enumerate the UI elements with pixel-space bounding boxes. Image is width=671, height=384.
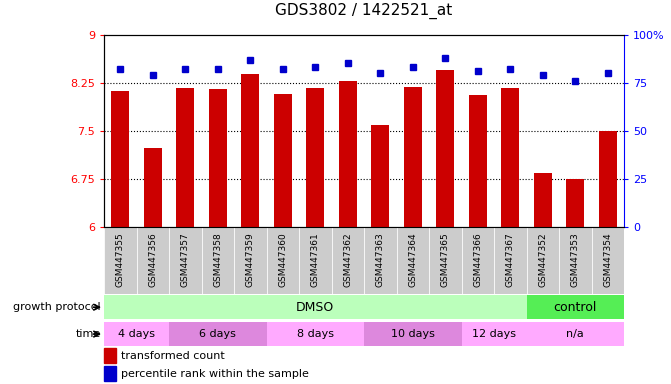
Bar	[397, 227, 429, 294]
Text: n/a: n/a	[566, 329, 584, 339]
Bar	[144, 149, 162, 227]
Text: GSM447362: GSM447362	[344, 232, 352, 286]
Bar	[266, 322, 364, 346]
Bar	[234, 227, 266, 294]
Bar	[404, 87, 421, 227]
Bar	[494, 227, 527, 294]
Bar	[592, 227, 624, 294]
Text: control: control	[554, 301, 597, 314]
Bar	[469, 95, 486, 227]
Text: GSM447361: GSM447361	[311, 232, 320, 287]
Text: GSM447359: GSM447359	[246, 232, 255, 287]
Bar	[111, 91, 130, 227]
Bar	[169, 227, 201, 294]
Bar	[201, 227, 234, 294]
Bar	[339, 81, 357, 227]
Bar	[559, 227, 592, 294]
Bar	[527, 295, 624, 319]
Text: 4 days: 4 days	[118, 329, 155, 339]
Bar	[274, 94, 292, 227]
Bar	[104, 295, 527, 319]
Bar	[169, 322, 266, 346]
Bar	[371, 126, 389, 227]
Bar	[527, 322, 624, 346]
Text: time: time	[75, 329, 101, 339]
Text: DMSO: DMSO	[296, 301, 334, 314]
Bar	[462, 227, 494, 294]
Text: percentile rank within the sample: percentile rank within the sample	[121, 369, 309, 379]
Bar	[331, 227, 364, 294]
Bar	[104, 366, 116, 381]
Text: transformed count: transformed count	[121, 351, 225, 361]
Bar	[176, 88, 194, 227]
Bar	[104, 348, 116, 363]
Text: 6 days: 6 days	[199, 329, 236, 339]
Text: GSM447354: GSM447354	[603, 232, 612, 286]
Bar	[599, 131, 617, 227]
Bar	[534, 173, 552, 227]
Text: GSM447365: GSM447365	[441, 232, 450, 287]
Bar	[566, 179, 584, 227]
Bar	[242, 74, 259, 227]
Bar	[299, 227, 331, 294]
Bar	[136, 227, 169, 294]
Bar	[364, 322, 462, 346]
Text: 8 days: 8 days	[297, 329, 333, 339]
Text: GSM447353: GSM447353	[571, 232, 580, 287]
Bar	[209, 89, 227, 227]
Text: GSM447364: GSM447364	[408, 232, 417, 286]
Bar	[436, 70, 454, 227]
Bar	[527, 227, 559, 294]
Bar	[462, 322, 527, 346]
Bar	[501, 88, 519, 227]
Bar	[429, 227, 462, 294]
Bar	[266, 227, 299, 294]
Bar	[104, 322, 169, 346]
Text: GSM447366: GSM447366	[473, 232, 482, 287]
Text: GSM447358: GSM447358	[213, 232, 222, 287]
Text: GSM447352: GSM447352	[538, 232, 548, 286]
Text: GSM447360: GSM447360	[278, 232, 287, 287]
Text: GSM447356: GSM447356	[148, 232, 157, 287]
Text: growth protocol: growth protocol	[13, 302, 101, 312]
Text: GSM447355: GSM447355	[116, 232, 125, 287]
Text: GSM447363: GSM447363	[376, 232, 384, 287]
Text: GSM447367: GSM447367	[506, 232, 515, 287]
Bar	[104, 227, 136, 294]
Text: GSM447357: GSM447357	[180, 232, 190, 287]
Bar	[364, 227, 397, 294]
Bar	[307, 88, 324, 227]
Text: GDS3802 / 1422521_at: GDS3802 / 1422521_at	[275, 3, 453, 19]
Text: 12 days: 12 days	[472, 329, 516, 339]
Text: 10 days: 10 days	[391, 329, 435, 339]
